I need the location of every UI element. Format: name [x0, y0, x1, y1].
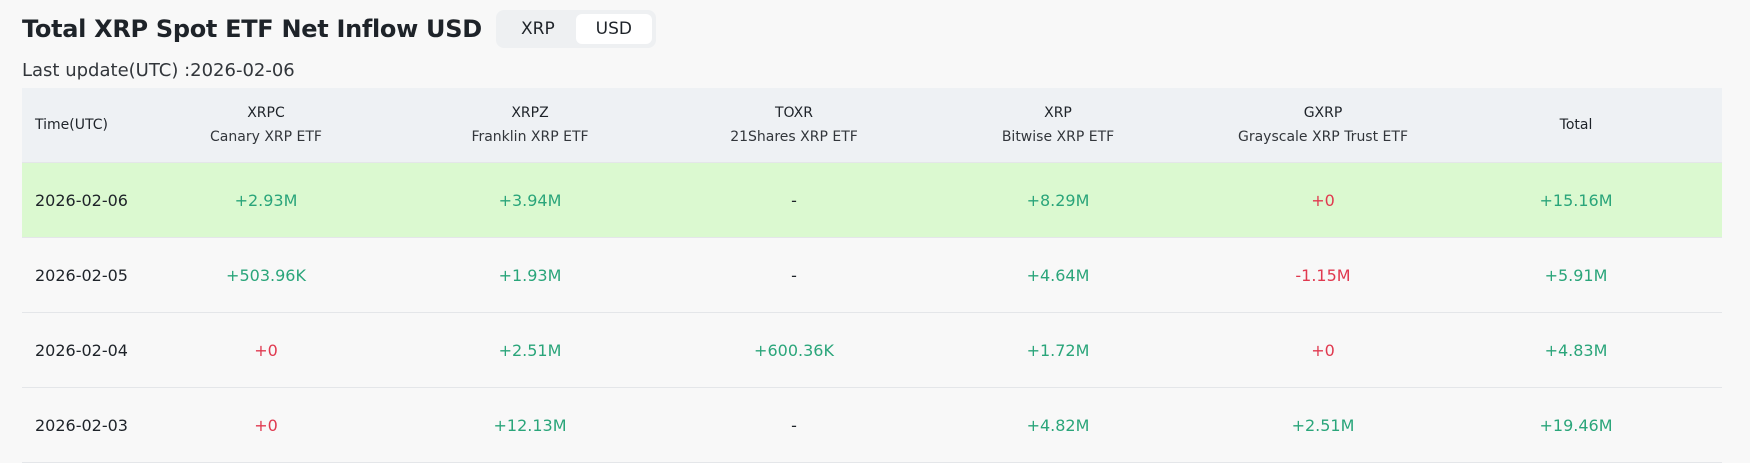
- column-ticker: XRPZ: [511, 105, 549, 121]
- table-row: 2026-02-04 +0 +2.51M +600.36K +1.72M +0 +4.83M: [22, 313, 1722, 388]
- flow-value-cell: +4.64M: [1026, 265, 1090, 285]
- flow-value-cell: +600.36K: [754, 340, 834, 360]
- table-row: 2026-02-06 +2.93M +3.94M - +8.29M +0 +15.16M: [22, 163, 1722, 238]
- column-ticker: Total: [1559, 117, 1593, 133]
- page-header: Total XRP Spot ETF Net Inflow USD XRP US…: [22, 10, 656, 48]
- column-header-xrp: XRP Bitwise XRP ETF: [900, 101, 1216, 149]
- flow-value-cell: -: [791, 190, 797, 210]
- unit-toggle: XRP USD: [495, 10, 656, 48]
- column-ticker: GXRP: [1303, 105, 1343, 121]
- table-row: 2026-02-05 +503.96K +1.93M - +4.64M -1.15M +5.…: [22, 238, 1722, 313]
- flow-value-cell: +19.46M: [1539, 415, 1613, 435]
- flow-value-cell: +0: [254, 415, 278, 435]
- column-fund-name: Canary XRP ETF: [210, 129, 322, 145]
- column-ticker: Time(UTC): [35, 117, 108, 133]
- flow-value-cell: +5.91M: [1544, 265, 1608, 285]
- flow-value-cell: +12.13M: [493, 415, 567, 435]
- column-fund-name: 21Shares XRP ETF: [730, 129, 858, 145]
- column-header-total: Total: [1430, 113, 1722, 137]
- flow-value-cell: -: [791, 265, 797, 285]
- column-header-xrpc: XRPC Canary XRP ETF: [160, 101, 372, 149]
- column-header-toxr: TOXR 21Shares XRP ETF: [688, 101, 900, 149]
- column-fund-name: Franklin XRP ETF: [471, 129, 589, 145]
- page-title: Total XRP Spot ETF Net Inflow USD: [22, 15, 482, 43]
- flow-value-cell: -: [791, 415, 797, 435]
- flow-value-cell: +0: [1311, 340, 1335, 360]
- table-header: Time(UTC) XRPC Canary XRP ETF XRPZ Frank…: [22, 88, 1722, 163]
- flow-value-cell: +503.96K: [226, 265, 306, 285]
- toggle-usd-button[interactable]: USD: [575, 14, 652, 44]
- flow-value-cell: +4.82M: [1026, 415, 1090, 435]
- toggle-xrp-button[interactable]: XRP: [520, 19, 555, 39]
- flow-value-cell: +15.16M: [1539, 190, 1613, 210]
- column-header-gxrp: GXRP Grayscale XRP Trust ETF: [1216, 101, 1430, 149]
- flow-value-cell: +1.93M: [498, 265, 562, 285]
- column-fund-name: Grayscale XRP Trust ETF: [1237, 129, 1408, 145]
- flow-value-cell: -1.15M: [1295, 265, 1351, 285]
- flow-value-cell: +2.51M: [498, 340, 562, 360]
- etf-flow-table: Time(UTC) XRPC Canary XRP ETF XRPZ Frank…: [22, 88, 1722, 463]
- table-row: 2026-02-03 +0 +12.13M - +4.82M +2.51M +19.46M: [22, 388, 1722, 463]
- column-fund-name: Bitwise XRP ETF: [1001, 129, 1115, 145]
- last-update-text: Last update(UTC) :2026-02-06: [22, 60, 295, 81]
- flow-value-cell: +1.72M: [1026, 340, 1090, 360]
- table-body: 2026-02-06 +2.93M +3.94M - +8.29M +0 +15.16M 20…: [22, 163, 1722, 463]
- flow-value-cell: +8.29M: [1026, 190, 1090, 210]
- flow-value-cell: +0: [254, 340, 278, 360]
- flow-value-cell: +4.83M: [1544, 340, 1608, 360]
- column-ticker: XRP: [1044, 105, 1072, 121]
- row-date: 2026-02-05: [35, 265, 128, 285]
- flow-value-cell: +0: [1311, 190, 1335, 210]
- column-header-time: Time(UTC): [22, 113, 160, 137]
- flow-value-cell: +2.93M: [234, 190, 298, 210]
- row-date: 2026-02-06: [35, 190, 128, 210]
- row-date: 2026-02-03: [35, 415, 128, 435]
- column-header-xrpz: XRPZ Franklin XRP ETF: [372, 101, 688, 149]
- flow-value-cell: +2.51M: [1291, 415, 1355, 435]
- row-date: 2026-02-04: [35, 340, 128, 360]
- column-ticker: TOXR: [775, 105, 813, 121]
- column-ticker: XRPC: [247, 105, 285, 121]
- flow-value-cell: +3.94M: [498, 190, 562, 210]
